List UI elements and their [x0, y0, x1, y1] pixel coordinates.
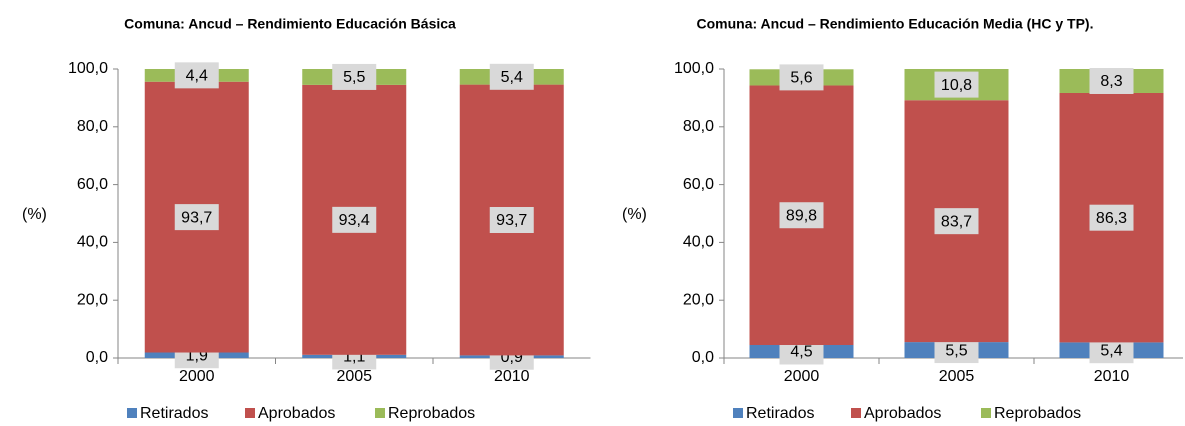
data-label: 5,6 — [790, 70, 812, 87]
label-box — [934, 71, 979, 98]
y-axis-label: (%) — [22, 206, 47, 223]
data-label: 89,8 — [786, 207, 817, 224]
label-box — [332, 63, 377, 90]
label-box — [174, 204, 219, 231]
y-tick-label: 60,0 — [683, 176, 714, 193]
x-tick-label: 2000 — [784, 368, 820, 385]
y-tick-label: 80,0 — [683, 118, 714, 135]
legend-label: Retirados — [140, 405, 208, 422]
data-label: 10,8 — [941, 77, 972, 94]
data-label: 93,7 — [181, 209, 212, 226]
chart-title: Comuna: Ancud – Rendimiento Educación Bá… — [124, 16, 456, 32]
y-tick-label: 40,0 — [77, 234, 108, 251]
label-box — [1089, 204, 1134, 231]
x-tick-label: 2005 — [336, 368, 372, 385]
y-tick-label: 60,0 — [77, 176, 108, 193]
legend-swatch — [245, 408, 255, 418]
label-box — [779, 202, 824, 229]
y-tick-label: 40,0 — [683, 234, 714, 251]
legend-swatch — [733, 408, 743, 418]
data-label: 5,4 — [501, 69, 523, 86]
x-tick-label: 2010 — [494, 368, 530, 385]
y-tick-label: 100,0 — [68, 60, 108, 77]
y-tick-label: 80,0 — [77, 118, 108, 135]
label-box — [174, 62, 219, 89]
x-tick-label: 2010 — [1094, 368, 1130, 385]
y-axis-label: (%) — [622, 206, 647, 223]
label-box — [779, 64, 824, 91]
x-tick-label: 2000 — [179, 368, 215, 385]
data-label: 83,7 — [941, 213, 972, 230]
legend-label: Reprobados — [388, 405, 475, 422]
data-label: 8,3 — [1100, 73, 1122, 90]
legend-label: Aprobados — [258, 405, 335, 422]
x-tick-label: 2005 — [939, 368, 975, 385]
legend-label: Reprobados — [994, 405, 1081, 422]
label-box — [489, 207, 534, 234]
data-label: 4,4 — [186, 68, 208, 85]
legend-label: Retirados — [746, 405, 814, 422]
data-label: 93,4 — [339, 212, 370, 229]
chart-title: Comuna: Ancud – Rendimiento Educación Me… — [697, 16, 1094, 32]
data-label: 4,5 — [790, 344, 812, 361]
y-tick-label: 0,0 — [86, 349, 108, 366]
label-box — [332, 206, 377, 233]
y-tick-label: 20,0 — [77, 291, 108, 308]
label-box — [934, 208, 979, 235]
data-label: 93,7 — [496, 212, 527, 229]
legend-swatch — [981, 408, 991, 418]
data-label: 5,5 — [945, 342, 967, 359]
legend-swatch — [127, 408, 137, 418]
data-label: 5,5 — [343, 69, 365, 86]
data-label: 5,4 — [1100, 342, 1122, 359]
y-tick-label: 20,0 — [683, 291, 714, 308]
label-box — [1089, 67, 1134, 94]
label-box — [489, 63, 534, 90]
data-label: 86,3 — [1096, 210, 1127, 227]
y-tick-label: 100,0 — [674, 60, 714, 77]
legend-label: Aprobados — [864, 405, 941, 422]
y-tick-label: 0,0 — [692, 349, 714, 366]
legend-swatch — [851, 408, 861, 418]
legend-swatch — [375, 408, 385, 418]
